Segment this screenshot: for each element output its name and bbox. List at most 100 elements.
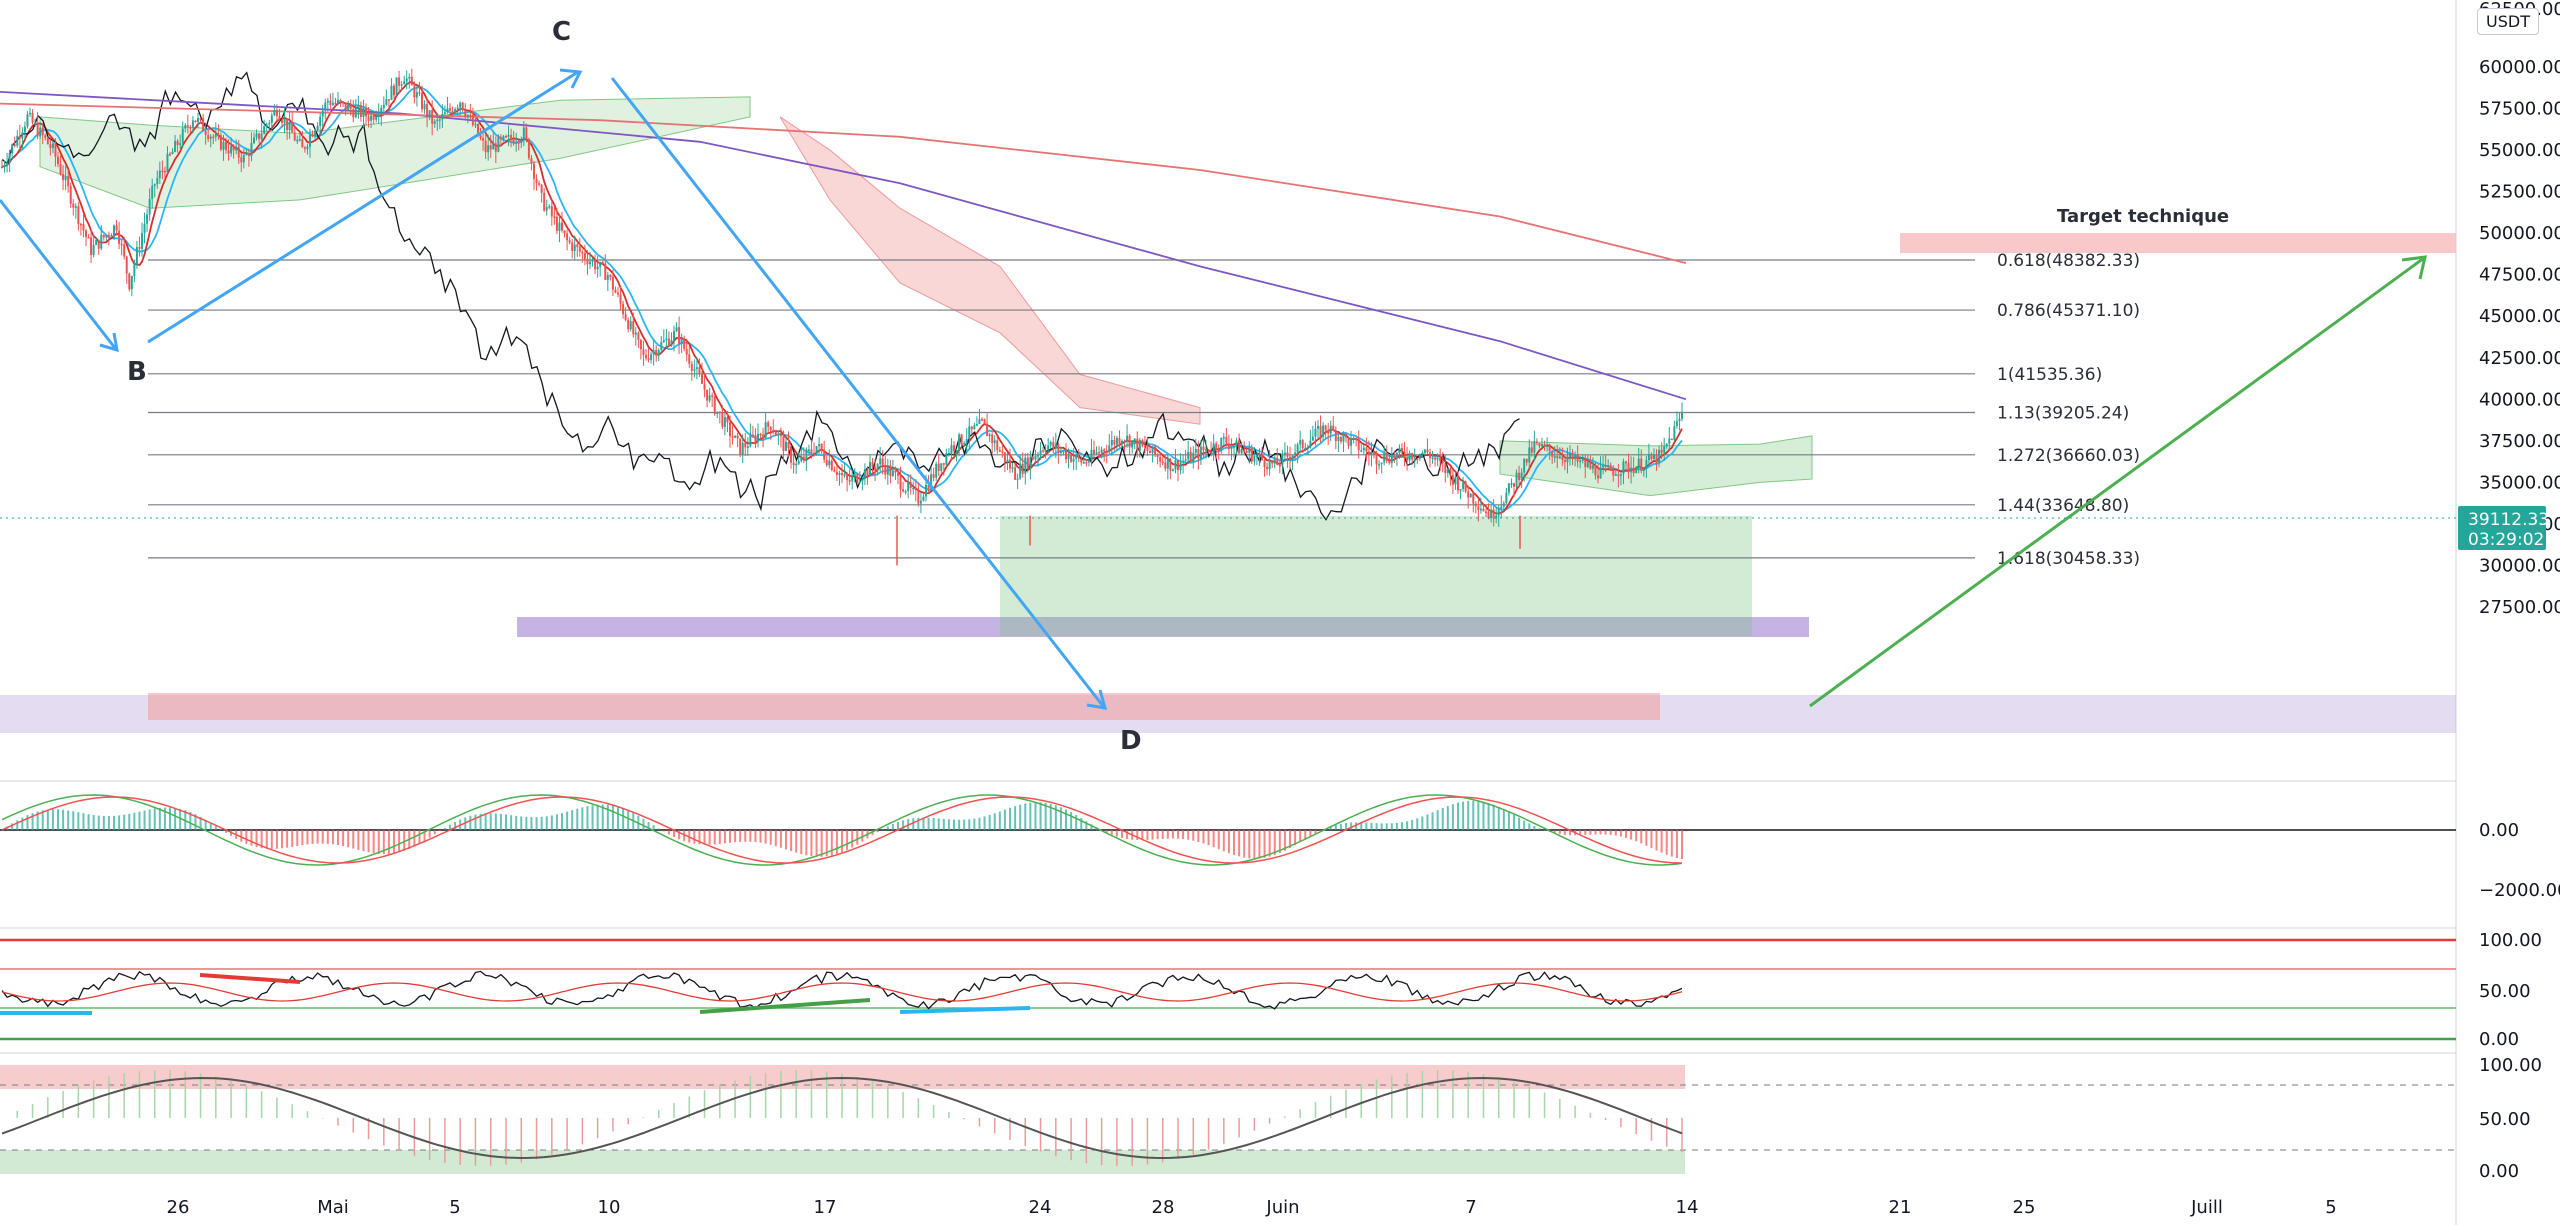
candle-body: [1660, 449, 1663, 453]
candle-body: [1401, 447, 1403, 452]
candle-body: [1123, 440, 1126, 443]
macd-bar: [525, 816, 528, 830]
candle-body: [1411, 453, 1414, 460]
macd-bar: [1115, 830, 1118, 837]
candle-body: [558, 222, 561, 231]
candle-body: [792, 462, 795, 466]
candle-body: [120, 243, 123, 246]
candle-body: [1131, 440, 1134, 448]
time-tick-label: 21: [1889, 1197, 1912, 1218]
candle-body: [1454, 476, 1457, 485]
candle-body: [102, 234, 105, 238]
macd-bar: [673, 830, 675, 838]
time-tick-label: 5: [449, 1197, 460, 1218]
candle-body: [1390, 454, 1393, 464]
macd-bar: [662, 830, 665, 832]
macd-bar: [1171, 830, 1174, 839]
candle-body: [538, 183, 541, 185]
rsi-tick-label: 0.00: [2479, 1029, 2519, 1050]
candle-body: [67, 176, 70, 187]
candle-body: [494, 143, 497, 152]
candle-body: [690, 363, 693, 371]
candle-body: [889, 465, 892, 476]
candle-body: [148, 198, 151, 215]
candle-body: [1294, 452, 1297, 456]
candle-body: [667, 338, 670, 346]
candle-body: [1225, 437, 1228, 444]
time-axis[interactable]: 26 Mai 5 10 17 24 28 Juin 7 14 21 25 Juill 5: [167, 1197, 2337, 1218]
candle-body: [1291, 455, 1294, 460]
macd-bar: [474, 814, 477, 830]
candle-body: [390, 85, 393, 100]
candle-body: [1161, 461, 1164, 464]
time-tick-label: Mai: [317, 1197, 349, 1218]
candle-body: [301, 139, 304, 148]
macd-bar: [897, 821, 899, 830]
macd-bar: [1243, 830, 1246, 858]
stoch-tick-label: 50.00: [2479, 1109, 2531, 1130]
candle-body: [1362, 447, 1365, 451]
candle-body: [1642, 468, 1645, 472]
candle-body: [527, 139, 530, 159]
macd-bar: [21, 817, 24, 830]
macd-bar: [1421, 816, 1424, 830]
candle-body: [731, 436, 734, 438]
macd-bar: [1202, 830, 1205, 844]
wave-arrow-a-b-head: [99, 332, 119, 353]
candle-body: [655, 349, 658, 356]
macd-bar: [1436, 810, 1439, 830]
macd-bar: [291, 830, 294, 847]
macd-bar: [779, 830, 782, 848]
stoch-panel: [0, 1065, 2456, 1174]
macd-bar: [1248, 830, 1251, 859]
candle-body: [1591, 465, 1594, 469]
macd-bar: [479, 813, 482, 830]
candle-body: [540, 184, 543, 193]
candle-body: [1138, 440, 1141, 451]
candle-body: [288, 121, 291, 131]
ichimoku-cloud: [39, 96, 1813, 497]
macd-bar: [275, 830, 278, 849]
candle-body: [838, 473, 841, 475]
candle-body: [449, 108, 451, 111]
currency-badge[interactable]: USDT: [2477, 8, 2539, 35]
candle-body: [100, 234, 103, 249]
candle-body: [1217, 449, 1220, 452]
candle-body: [115, 225, 118, 231]
candle-body: [1380, 462, 1383, 465]
candle-body: [1548, 445, 1551, 452]
time-tick-label: 5: [2325, 1197, 2336, 1218]
candle-body: [1227, 443, 1230, 449]
macd-bar: [179, 808, 182, 830]
candle-body: [133, 263, 136, 276]
candle-body: [525, 127, 528, 140]
candle-body: [227, 150, 230, 154]
macd-bar: [1370, 822, 1373, 830]
macd-bar: [72, 811, 75, 830]
candle-body: [1128, 435, 1131, 448]
candle-body: [1049, 442, 1052, 446]
candle-body: [1625, 461, 1627, 464]
candle-body: [321, 110, 324, 117]
macd-bar: [1009, 807, 1011, 830]
macd-bar: [326, 830, 329, 844]
price-tick-label: 27500.00: [2479, 597, 2560, 618]
macd-bar: [194, 814, 197, 830]
candle-body: [87, 236, 90, 239]
macd-bar: [143, 810, 146, 830]
candle-body: [1212, 443, 1215, 452]
macd-bar: [1660, 830, 1663, 853]
macd-bar: [1227, 830, 1230, 854]
candle-body: [1444, 463, 1447, 473]
candle-body: [1110, 440, 1113, 446]
candle-body: [1329, 425, 1332, 434]
macd-bar: [769, 830, 772, 845]
candle-body: [344, 102, 347, 111]
candle-body: [151, 185, 154, 199]
candle-body: [1141, 440, 1144, 446]
candle-body: [1199, 446, 1202, 459]
candle-body: [161, 170, 164, 173]
macd-bar: [372, 830, 375, 854]
time-tick-label: Juin: [1265, 1197, 1299, 1218]
